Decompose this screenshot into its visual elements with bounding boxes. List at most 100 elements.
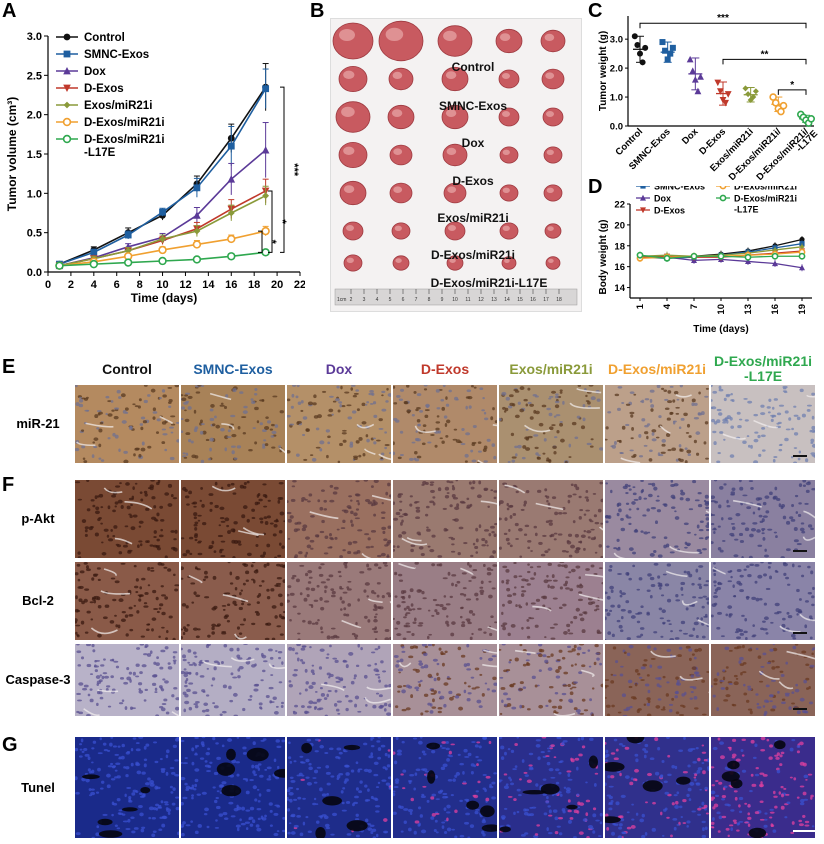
- scale-bar: [793, 830, 819, 832]
- photo-group-label: Control: [452, 60, 495, 74]
- c-data-point: [637, 50, 643, 57]
- ihc-column-header: Dox: [325, 361, 353, 377]
- ihc-tile: [75, 480, 179, 558]
- c-y-tick-label: 3.0: [610, 35, 623, 46]
- c-data-point: [686, 55, 694, 63]
- ihc-tile-texture: [499, 644, 603, 716]
- tumor: [499, 184, 519, 202]
- tumor-highlight: [393, 148, 403, 155]
- a-sig-label: *: [266, 240, 278, 245]
- ihc-row-label: p-Akt: [21, 511, 55, 526]
- a-data-point: [227, 252, 236, 261]
- a-data-point: [227, 209, 235, 217]
- a-legend-label: D-Exos/miR21i: [84, 117, 165, 129]
- tumor-highlight: [343, 70, 355, 79]
- a-data-point: [158, 256, 167, 266]
- c-data-point: [717, 88, 724, 95]
- c-sig-bracket: [639, 22, 807, 29]
- a-legend-label: Control: [84, 32, 125, 44]
- tumor-highlight: [385, 27, 404, 41]
- tumor-highlight: [546, 149, 554, 155]
- a-sig-bracket: [280, 86, 285, 253]
- d-data-point: [799, 244, 805, 250]
- ihc-tile-texture: [393, 562, 497, 640]
- d-y-label: Body weight (g): [598, 220, 609, 295]
- ihc-tile-texture: [287, 737, 391, 838]
- c-data-point: [769, 93, 777, 101]
- c-sig-label: ***: [717, 13, 729, 24]
- a-data-point: [123, 258, 133, 267]
- ihc-tile: [711, 737, 815, 838]
- a-x-label: Time (days): [131, 291, 197, 305]
- d-legend-marker: [719, 186, 727, 190]
- a-data-point: [262, 85, 270, 93]
- c-data-point: [724, 91, 732, 98]
- ihc-tile: [499, 562, 603, 640]
- tumor-highlight: [449, 258, 456, 263]
- tumor-highlight: [499, 33, 511, 41]
- ruler-tick-label: 6: [402, 297, 405, 303]
- d-data-point: [745, 258, 751, 265]
- a-x-tick-label: 14: [202, 279, 215, 291]
- ihc-tile-texture: [287, 480, 391, 558]
- tumor: [389, 144, 413, 166]
- a-data-point: [193, 184, 201, 192]
- ruler-tick-label: 8: [428, 297, 431, 303]
- a-x-tick-label: 8: [137, 279, 143, 291]
- a-legend-marker: [62, 134, 72, 144]
- ruler-tick-label: 16: [530, 297, 536, 303]
- a-x-tick-label: 10: [156, 279, 168, 291]
- ihc-tile: [711, 644, 815, 716]
- ruler-tick-label: 18: [556, 297, 562, 303]
- tumor: [498, 69, 520, 89]
- a-sig-label: *: [276, 220, 288, 225]
- tumor: [387, 104, 415, 130]
- panel-letter-f: F: [2, 474, 15, 496]
- panel-letter-c: C: [588, 0, 603, 22]
- tumor-highlight: [391, 109, 403, 117]
- c-x-tick-label: Dox: [680, 126, 701, 147]
- tumor: [342, 221, 364, 241]
- a-legend-marker: [63, 84, 71, 92]
- ihc-tile: [287, 385, 391, 463]
- ihc-tile-texture: [499, 481, 603, 558]
- ihc-column-header: D-Exos/miR21i: [607, 361, 707, 377]
- a-data-point: [261, 226, 270, 236]
- ihc-tile-texture: [500, 562, 603, 640]
- c-data-point: [694, 87, 702, 95]
- d-data-point: [799, 236, 805, 243]
- tumor: [335, 101, 371, 133]
- tumor: [542, 107, 564, 127]
- tumor-highlight: [394, 225, 402, 231]
- a-legend-label: D-Exos: [84, 83, 124, 95]
- d-y-tick-label: 18: [614, 241, 625, 252]
- c-data-point: [777, 107, 785, 116]
- a-x-tick-label: 16: [225, 279, 237, 291]
- tumor-highlight: [339, 29, 355, 41]
- a-x-tick-label: 0: [45, 279, 51, 291]
- tumor: [543, 146, 563, 164]
- scale-bar: [793, 708, 807, 710]
- panel-letter-d: D: [588, 176, 603, 198]
- d-legend-label: Dox: [654, 194, 671, 204]
- tumor-highlight: [343, 185, 355, 194]
- c-data-point: [747, 96, 754, 103]
- a-y-tick-label: 0.0: [27, 267, 42, 279]
- ihc-tile: [181, 385, 285, 463]
- ruler-tick-label: 17: [543, 297, 549, 303]
- a-data-point: [193, 227, 201, 235]
- a-data-point: [262, 192, 270, 200]
- a-data-point: [192, 255, 202, 264]
- ihc-tile-texture: [181, 737, 285, 837]
- tumor: [343, 254, 363, 272]
- ihc-tile: [711, 562, 815, 640]
- ihc-tile: [605, 737, 709, 838]
- c-data-point: [714, 79, 722, 87]
- c-sig-label: **: [761, 49, 769, 60]
- tumor-highlight: [447, 186, 457, 193]
- c-data-point: [722, 99, 729, 107]
- tumor-highlight: [502, 149, 510, 155]
- a-y-tick-label: 2.5: [27, 70, 42, 82]
- d-y-tick-label: 20: [614, 220, 625, 231]
